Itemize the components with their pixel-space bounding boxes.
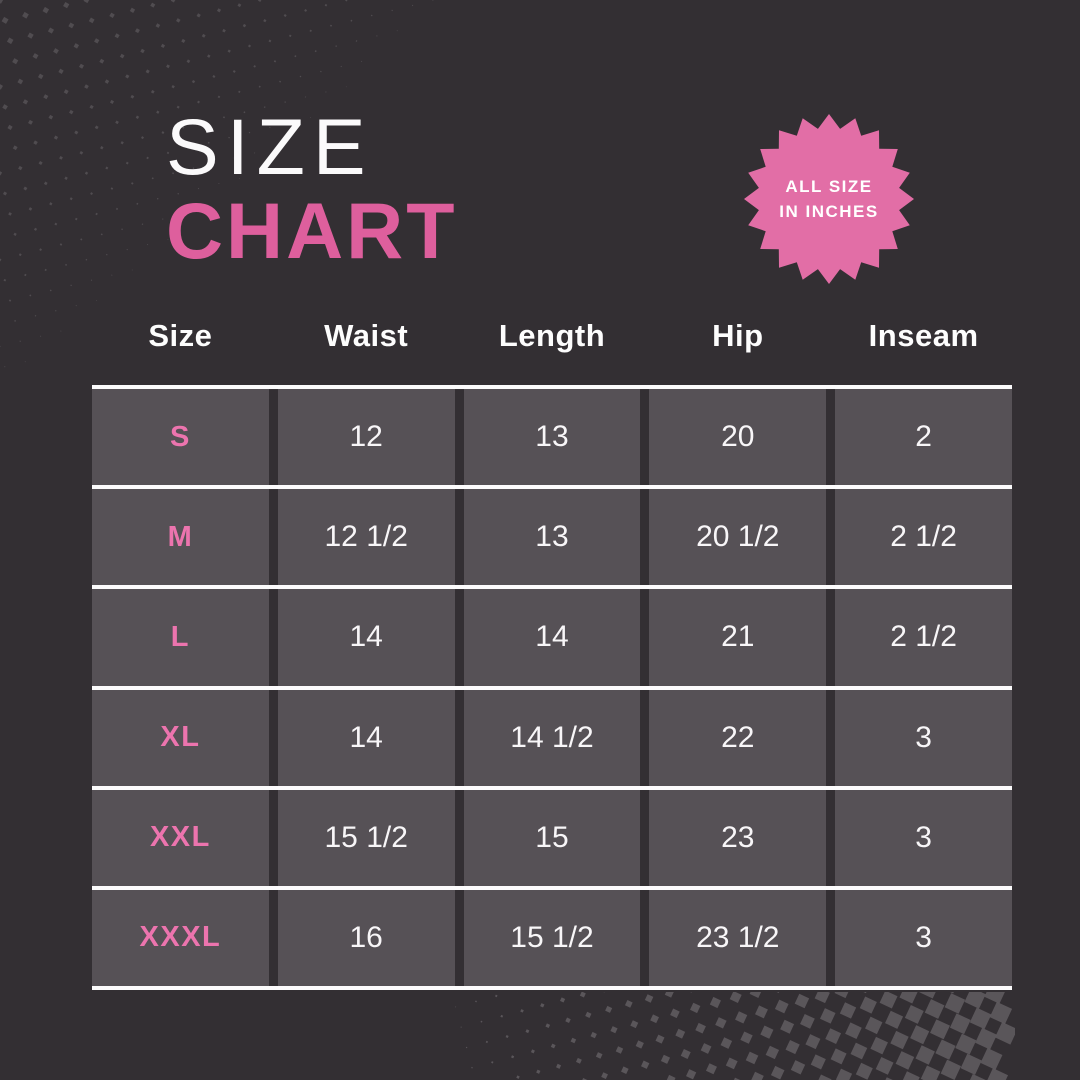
table-cell: 20 [649,389,827,486]
size-table-body: S 12 13 20 2 M 12 1/2 13 20 1/2 2 1/2 L 14 14 21 2 1/2… [92,385,1012,991]
table-cell: 2 1/2 [835,489,1012,586]
table-cell: 3 [835,689,1012,786]
table-cell: 14 1/2 [463,689,641,786]
table-cell: 2 1/2 [835,589,1012,686]
table-cell: 15 1/2 [277,789,455,886]
size-label: XXXL [92,889,269,987]
table-cell: 12 [277,389,455,486]
table-cell: 14 [277,689,455,786]
table-cell: 23 [649,789,827,886]
table-cell: 21 [649,589,827,686]
table-cell: 13 [463,389,641,486]
page-title-line2: CHART [166,186,458,275]
table-cell: 3 [835,889,1012,987]
size-label: M [92,489,269,586]
table-cell: 14 [463,589,641,686]
size-label: XXL [92,789,269,886]
table-header-row: Size Waist Length Hip Inseam [92,300,1012,372]
header-size: Size [148,318,213,353]
size-label: S [92,389,269,486]
table-cell: 12 1/2 [277,489,455,586]
size-label: XL [92,689,269,786]
badge-line1: ALL SIZE [785,177,873,196]
size-label: L [92,589,269,686]
header-inseam: Inseam [868,318,979,353]
table-row: S 12 13 20 2 [92,385,1012,486]
starburst-icon [744,114,914,284]
badge-text: ALL SIZE IN INCHES [744,114,914,284]
table-cell: 23 1/2 [649,889,827,987]
table-row: XXL 15 1/2 15 23 3 [92,785,1012,886]
header-waist: Waist [324,318,409,353]
table-cell: 20 1/2 [649,489,827,586]
table-row: L 14 14 21 2 1/2 [92,585,1012,686]
table-cell: 13 [463,489,641,586]
halftone-pattern-bottom-right [455,992,1015,1080]
badge-line2: IN INCHES [779,202,879,221]
table-cell: 2 [835,389,1012,486]
table-row: XL 14 14 1/2 22 3 [92,685,1012,786]
all-size-badge: ALL SIZE IN INCHES [744,114,914,284]
table-cell: 15 1/2 [463,889,641,987]
table-row: XXXL 16 15 1/2 23 1/2 3 [92,885,1012,991]
page-title: SIZE CHART [166,106,457,274]
table-cell: 14 [277,589,455,686]
table-cell: 15 [463,789,641,886]
header-length: Length [498,318,606,353]
table-cell: 3 [835,789,1012,886]
table-cell: 16 [277,889,455,987]
page-title-line1: SIZE [166,102,374,191]
table-cell: 22 [649,689,827,786]
header-hip: Hip [712,318,764,353]
table-row: M 12 1/2 13 20 1/2 2 1/2 [92,485,1012,586]
